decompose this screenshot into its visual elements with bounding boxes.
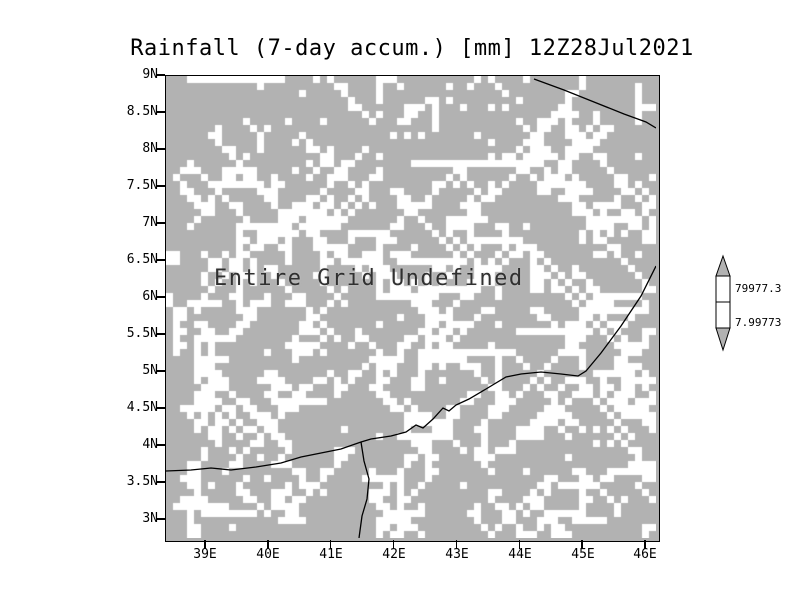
y-tick-label: 7.5N xyxy=(126,178,158,193)
plot-title: Rainfall (7-day accum.) [mm] 12Z28Jul202… xyxy=(130,36,694,61)
y-tick-label: 9N xyxy=(142,67,158,82)
y-tick-label: 8.5N xyxy=(126,104,158,119)
y-axis-tick xyxy=(156,296,165,298)
coastline-and-border xyxy=(166,265,656,472)
y-axis-tick xyxy=(156,74,165,76)
x-tick-label: 44E xyxy=(508,547,532,562)
x-axis-tick xyxy=(581,540,583,549)
colorbar-label-lower: 7.99773 xyxy=(735,316,782,329)
y-axis-tick xyxy=(156,518,165,520)
grid-undefined-annotation: Entire Grid Undefined xyxy=(214,266,524,291)
y-axis-tick xyxy=(156,222,165,224)
colorbar-label-upper: 79977.3 xyxy=(735,282,782,295)
x-tick-label: 41E xyxy=(319,547,343,562)
map-outline xyxy=(166,78,656,538)
x-tick-label: 45E xyxy=(571,547,595,562)
y-axis-tick xyxy=(156,148,165,150)
border-south xyxy=(358,441,370,538)
y-tick-label: 7N xyxy=(142,215,158,230)
x-axis-tick xyxy=(329,540,332,549)
y-axis-tick xyxy=(156,111,165,113)
y-axis-tick xyxy=(156,333,165,335)
colorbar-bottom-arrow-icon xyxy=(715,327,731,352)
colorbar xyxy=(715,254,731,352)
y-tick-label: 3N xyxy=(142,511,158,526)
y-tick-label: 5N xyxy=(142,363,158,378)
y-axis-tick xyxy=(156,481,165,483)
y-tick-label: 4N xyxy=(142,437,158,452)
y-tick-label: 6N xyxy=(142,289,158,304)
x-axis-tick xyxy=(392,540,395,549)
x-tick-label: 42E xyxy=(382,547,406,562)
y-axis-tick xyxy=(156,444,165,446)
plot-area: Entire Grid Undefined xyxy=(165,75,660,542)
coastline-top-right xyxy=(533,78,656,129)
y-axis-tick xyxy=(156,370,165,372)
y-tick-label: 3.5N xyxy=(126,474,158,489)
x-tick-label: 40E xyxy=(256,547,280,562)
y-axis-tick xyxy=(156,259,165,261)
x-axis-tick xyxy=(455,540,458,549)
y-axis-tick xyxy=(156,185,165,187)
x-tick-label: 46E xyxy=(633,547,657,562)
x-tick-label: 43E xyxy=(445,547,469,562)
x-tick-label: 39E xyxy=(193,547,217,562)
colorbar-top-arrow-icon xyxy=(715,254,731,277)
y-tick-label: 4.5N xyxy=(126,400,158,415)
x-axis-tick xyxy=(644,540,646,549)
x-axis-tick xyxy=(518,540,521,549)
x-axis-tick xyxy=(267,540,269,549)
y-axis-tick xyxy=(156,407,165,409)
y-tick-label: 5.5N xyxy=(126,326,158,341)
y-tick-label: 6.5N xyxy=(126,252,158,267)
y-tick-label: 8N xyxy=(142,141,158,156)
x-axis-tick xyxy=(204,540,206,549)
colorbar-segment-upper xyxy=(715,275,731,303)
undefined-grid-texture xyxy=(166,76,656,538)
colorbar-segment-lower xyxy=(715,301,731,329)
